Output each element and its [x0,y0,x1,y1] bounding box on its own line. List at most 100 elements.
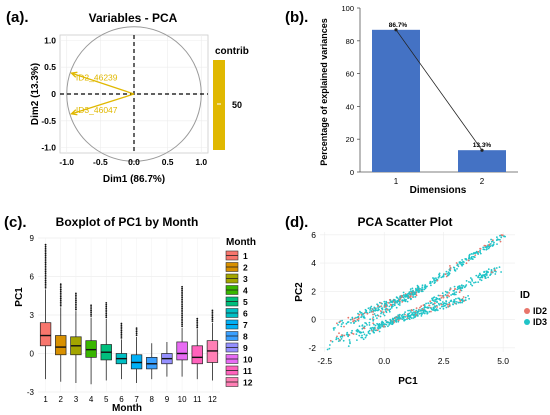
panel-d-point [486,246,488,249]
panel-d-point [397,319,400,322]
panel-d-point [459,261,462,264]
panel-d-point [388,299,391,301]
panel-d-point [360,336,363,339]
panel-d-point [471,284,474,287]
panel-c-x-tick-label: 1 [43,395,48,404]
panel-d-point [411,292,414,295]
panel-d-point [376,303,378,306]
panel-c-outlier-7 [135,330,138,333]
panel-c-outlier-10 [181,318,183,321]
panel-c-outlier-3 [75,301,77,304]
panel-d-point [471,278,473,281]
panel-d-point [411,287,414,290]
panel-d-point [398,313,401,316]
panel-c-outlier-2 [59,285,62,287]
panel-d-point [407,309,409,312]
panel-d-x-ticks: -2.5 0.0 2.5 5.0 [317,356,509,366]
panel-d-point [405,293,408,296]
panel-d-point [455,301,458,303]
panel-d-point [410,313,413,316]
panel-d-point [397,300,399,303]
panel-d-point [479,276,481,279]
panel-d-point [421,313,423,316]
panel-d-point [421,286,424,289]
panel-c-outlier-7 [135,328,138,331]
panel-d-legend-swatch-id2 [524,308,530,314]
panel-d-point [360,316,362,319]
panel-a-title: Variables - PCA [89,11,178,25]
panel-d-point [461,299,463,302]
panel-d-point [434,305,436,307]
panel-d-point [448,305,451,307]
panel-c-outlier-5 [105,316,108,319]
panel-c-outlier-3 [75,292,77,295]
panel-a-y-tick-label: -0.5 [41,116,56,126]
panel-d-point [374,314,377,317]
panel-d-point [424,285,427,288]
panel-d-point [381,302,383,305]
panel-d-point [464,296,467,299]
panel-a-arrowhead-2 [70,109,78,116]
panel-a-x-tick-label: -1.0 [59,157,74,167]
panel-a-x-tick-label: -0.5 [93,157,108,167]
panel-d-point [368,321,371,324]
panel-d-point [437,302,440,305]
panel-d-point [391,317,394,320]
panel-d-point [341,335,344,338]
panel-d-point [485,248,488,251]
panel-c-grid [38,237,220,393]
panel-d-point [350,331,353,334]
panel-d-x-tick-label: 2.5 [438,356,450,366]
panel-c-outlier-12 [211,314,214,317]
panel-a-arrow-label-2: ID3_46047 [76,105,118,115]
panel-d-point [424,287,427,290]
panel-d-point [402,291,405,294]
panel-d-point [395,316,397,318]
panel-d-point [393,304,396,307]
panel-c-outlier-11 [196,321,199,324]
panel-d-point [439,307,441,310]
panel-c-outlier-1 [44,270,47,273]
panel-d-point [399,297,402,300]
panel-a-label: (a). [6,9,29,26]
panel-d-point [484,246,487,249]
panel-d-point [455,262,458,264]
panel-d-point [361,334,363,337]
panel-a-arrow-label-1: ID2_46239 [76,73,118,83]
panel-a-x-tick-label: 1.0 [195,157,207,167]
panel-d-point [345,333,348,336]
panel-d-point [382,311,385,314]
panel-b-point [480,148,484,152]
panel-d-point [377,307,379,309]
panel-c-outlier-1 [44,247,47,250]
panel-c-outlier-3 [75,299,77,302]
panel-c-outlier-4 [90,313,92,316]
panel-d-point [406,315,409,318]
panel-c-outlier-5 [105,312,108,315]
panel-d-point [498,266,501,268]
panel-d-point [454,288,456,291]
panel-d-point [419,306,421,309]
panel-d-point [403,313,406,315]
panel-d-point [348,339,351,341]
panel-d-point [374,324,377,327]
panel-d-point [380,305,383,307]
panel-d-point [468,253,471,256]
panel-d-point [395,321,398,323]
panel-c-outlier-1 [44,259,47,262]
panel-d-point [490,271,493,273]
panel-d-point [459,301,462,304]
panel-a: (a). Variables - PCA ID2_46239ID3_46047 … [6,9,249,185]
panel-d-point [422,311,425,313]
panel-c-legend-label-3: 3 [243,274,248,284]
panel-d-point [391,322,393,325]
panel-d-point [483,248,486,251]
panel-d-point [339,336,342,338]
panel-d-x-tick-label: 0.0 [378,356,390,366]
panel-b-y-tick-label: 40 [346,102,354,111]
panel-c-outlier-1 [44,265,47,268]
panel-a-x-tick-label: 0.0 [128,157,140,167]
panel-d-point [406,300,409,303]
